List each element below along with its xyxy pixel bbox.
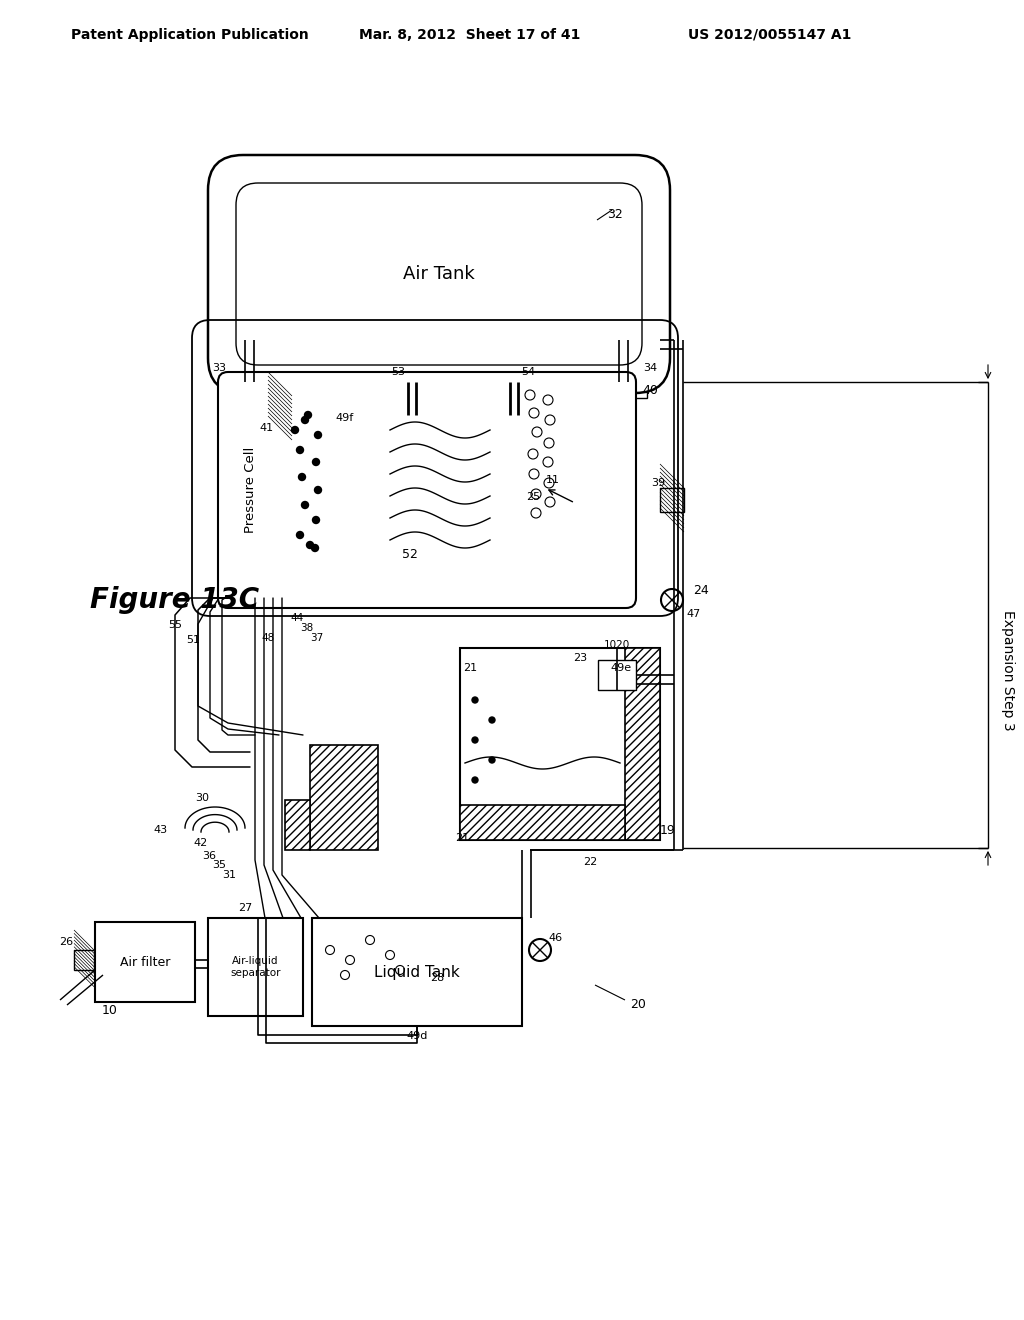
- Text: Air-liquid
separator: Air-liquid separator: [230, 956, 281, 978]
- Bar: [660, 488, 684, 512]
- Text: 39: 39: [651, 478, 665, 488]
- Text: 51: 51: [186, 635, 200, 645]
- Text: 30: 30: [195, 793, 209, 803]
- Text: 24: 24: [693, 583, 709, 597]
- Text: 35: 35: [212, 861, 226, 870]
- Text: Air Tank: Air Tank: [403, 265, 475, 282]
- Text: 49d: 49d: [407, 1031, 428, 1041]
- Text: 36: 36: [202, 851, 216, 861]
- Text: 27: 27: [239, 903, 253, 913]
- Bar: [312, 917, 522, 1026]
- Text: 42: 42: [193, 838, 207, 847]
- Bar: [460, 648, 660, 840]
- Text: 40: 40: [642, 384, 657, 396]
- Text: 19: 19: [660, 824, 676, 837]
- Bar: [460, 805, 625, 840]
- Text: Mar. 8, 2012  Sheet 17 of 41: Mar. 8, 2012 Sheet 17 of 41: [359, 28, 581, 42]
- Text: 49e: 49e: [610, 663, 631, 673]
- Text: 48: 48: [261, 634, 274, 643]
- Circle shape: [312, 516, 319, 524]
- Circle shape: [306, 541, 313, 549]
- Text: Patent Application Publication: Patent Application Publication: [71, 28, 309, 42]
- Text: 43: 43: [154, 825, 168, 836]
- Circle shape: [489, 717, 495, 723]
- Text: Pressure Cell: Pressure Cell: [244, 447, 256, 533]
- Bar: [310, 744, 378, 850]
- Circle shape: [311, 544, 318, 552]
- Text: 1020: 1020: [604, 640, 630, 649]
- Circle shape: [297, 532, 303, 539]
- FancyBboxPatch shape: [208, 154, 670, 393]
- Bar: [268, 396, 292, 420]
- Text: 21: 21: [455, 833, 469, 843]
- Circle shape: [312, 458, 319, 466]
- Text: 53: 53: [391, 367, 406, 378]
- Bar: [95, 921, 195, 1002]
- Text: 10: 10: [102, 1003, 118, 1016]
- Circle shape: [314, 487, 322, 494]
- Text: 54: 54: [521, 367, 536, 378]
- Circle shape: [489, 756, 495, 763]
- Text: 55: 55: [168, 620, 182, 630]
- Circle shape: [301, 417, 308, 424]
- Text: 28: 28: [430, 973, 444, 983]
- Text: 46: 46: [548, 933, 562, 942]
- Text: 38: 38: [300, 623, 313, 634]
- Text: 37: 37: [310, 634, 324, 643]
- Text: 22: 22: [583, 857, 597, 867]
- Circle shape: [292, 426, 299, 433]
- Text: Liquid Tank: Liquid Tank: [374, 965, 460, 979]
- Text: 11: 11: [546, 475, 560, 484]
- Text: Expansion Step 3: Expansion Step 3: [1001, 610, 1015, 730]
- Text: 32: 32: [607, 209, 623, 222]
- Circle shape: [304, 412, 311, 418]
- Text: 44: 44: [290, 612, 303, 623]
- Text: Air filter: Air filter: [120, 956, 170, 969]
- Bar: [285, 800, 310, 850]
- Circle shape: [472, 737, 478, 743]
- FancyBboxPatch shape: [218, 372, 636, 609]
- Circle shape: [472, 777, 478, 783]
- Text: 47: 47: [686, 609, 700, 619]
- Circle shape: [472, 697, 478, 704]
- Text: 23: 23: [573, 653, 587, 663]
- Text: 41: 41: [259, 422, 273, 433]
- Bar: [625, 648, 660, 840]
- Text: 33: 33: [212, 363, 226, 374]
- Bar: [208, 917, 303, 1016]
- Text: 25: 25: [526, 492, 540, 502]
- Bar: [598, 660, 636, 690]
- Circle shape: [299, 474, 305, 480]
- Text: 34: 34: [643, 363, 657, 374]
- Circle shape: [297, 446, 303, 454]
- Text: 49f: 49f: [335, 413, 353, 422]
- Text: 21: 21: [463, 663, 477, 673]
- Bar: [631, 381, 647, 399]
- Text: 52: 52: [402, 549, 418, 561]
- Circle shape: [301, 502, 308, 508]
- Text: 31: 31: [222, 870, 236, 880]
- Text: US 2012/0055147 A1: US 2012/0055147 A1: [688, 28, 852, 42]
- Text: 26: 26: [58, 937, 73, 946]
- Circle shape: [314, 432, 322, 438]
- Text: 20: 20: [630, 998, 646, 1011]
- Bar: [74, 950, 94, 970]
- FancyBboxPatch shape: [236, 183, 642, 366]
- Text: Figure 13C: Figure 13C: [90, 586, 259, 614]
